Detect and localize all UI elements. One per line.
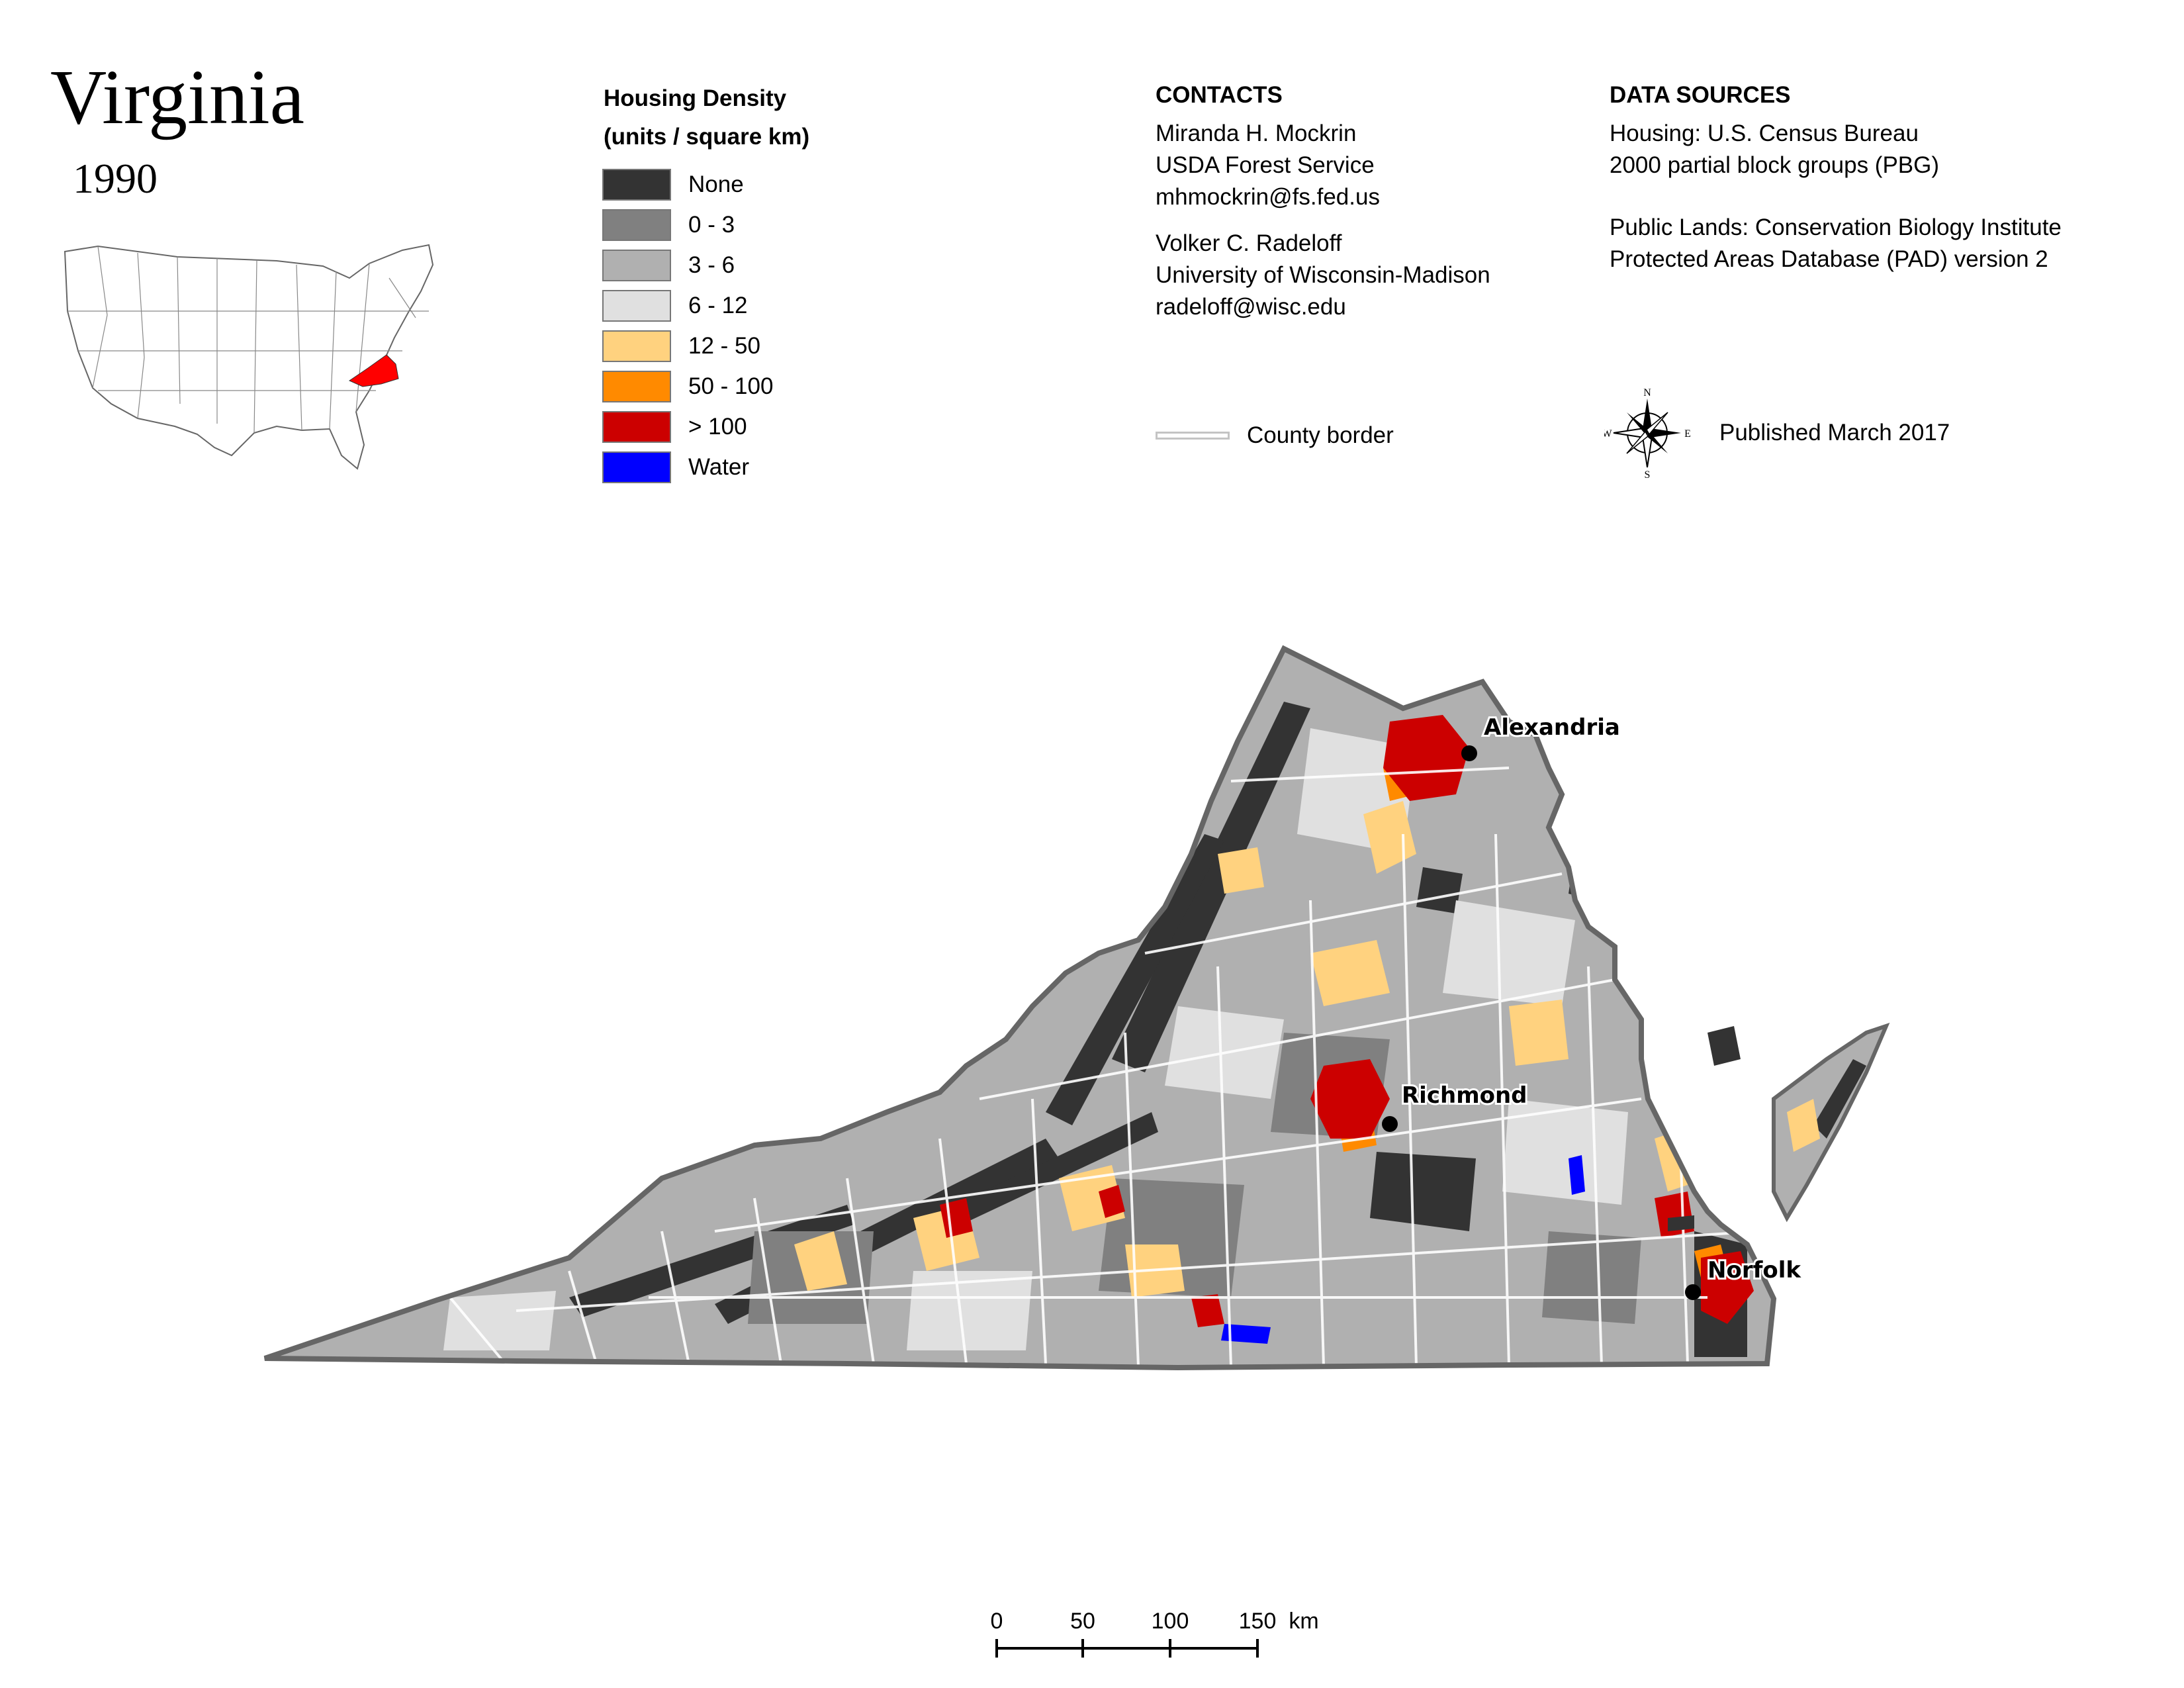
- scale-tick-150: 150: [1239, 1609, 1277, 1634]
- legend-swatch: [602, 289, 671, 322]
- legend-swatch: [602, 410, 671, 443]
- norfolk-marker: [1685, 1284, 1701, 1300]
- map-year: 1990: [73, 155, 158, 202]
- legend-label: 6 - 12: [688, 292, 748, 318]
- richmond-marker: [1382, 1116, 1398, 1132]
- compass-e: E: [1684, 428, 1690, 440]
- published-date: Published March 2017: [1719, 420, 1950, 445]
- source-lands-line1: Public Lands: Conservation Biology Insti…: [1610, 214, 2062, 240]
- legend-item: 3 - 6: [602, 245, 773, 285]
- county-border-swatch: [1156, 432, 1230, 440]
- legend-label: 0 - 3: [688, 211, 735, 238]
- legend-item: > 100: [602, 406, 773, 447]
- legend-item: 0 - 3: [602, 205, 773, 245]
- scale-tick-50: 50: [1070, 1609, 1095, 1634]
- alexandria-label: Alexandria: [1484, 714, 1620, 741]
- density-legend: None 0 - 3 3 - 6 6 - 12 12 - 50 50 - 100…: [602, 164, 773, 487]
- legend-item: 12 - 50: [602, 326, 773, 366]
- richmond-label: Richmond: [1402, 1082, 1527, 1109]
- legend-label: Water: [688, 453, 750, 480]
- contact-name: Volker C. Radeloff: [1156, 230, 1342, 256]
- scale-unit: km: [1289, 1609, 1318, 1634]
- contact-org: USDA Forest Service: [1156, 152, 1375, 178]
- source-housing-line1: Housing: U.S. Census Bureau: [1610, 120, 1919, 146]
- scale-tick-0: 0: [991, 1609, 1003, 1634]
- alexandria-marker: [1461, 745, 1477, 761]
- legend-label: > 100: [688, 413, 747, 440]
- legend-item: 6 - 12: [602, 285, 773, 326]
- legend-item: Water: [602, 447, 773, 487]
- norfolk-label: Norfolk: [1707, 1257, 1801, 1284]
- contacts-heading: CONTACTS: [1156, 82, 1283, 108]
- legend-title-line1: Housing Density: [604, 85, 787, 111]
- virginia-highlight: [348, 354, 399, 387]
- virginia-density-map: Alexandria Richmond Norfolk: [263, 645, 1890, 1371]
- us-inset-map: [64, 244, 434, 470]
- legend-swatch: [602, 209, 671, 241]
- compass-w: W: [1604, 428, 1612, 440]
- legend-item: None: [602, 164, 773, 205]
- virginia-outline: [263, 645, 1777, 1371]
- legend-item: 50 - 100: [602, 366, 773, 406]
- legend-swatch: [602, 451, 671, 483]
- compass-s: S: [1645, 469, 1651, 479]
- legend-label: 3 - 6: [688, 252, 735, 278]
- legend-swatch: [602, 249, 671, 281]
- us-outline: [64, 244, 434, 470]
- data-sources-block: DATA SOURCES Housing: U.S. Census Bureau…: [1610, 79, 2062, 275]
- legend-label: 50 - 100: [688, 373, 774, 399]
- legend-swatch: [602, 330, 671, 362]
- legend-swatch: [602, 370, 671, 402]
- legend-swatch: [602, 168, 671, 201]
- sources-heading: DATA SOURCES: [1610, 82, 1791, 108]
- legend-title-line2: (units / square km): [604, 124, 810, 150]
- contact-email: radeloff@wisc.edu: [1156, 294, 1346, 320]
- contact-org: University of Wisconsin-Madison: [1156, 262, 1490, 288]
- county-border-label: County border: [1247, 422, 1394, 448]
- legend-title: Housing Density (units / square km): [604, 79, 809, 156]
- source-housing-line2: 2000 partial block groups (PBG): [1610, 152, 1940, 178]
- county-border-legend: County border: [1156, 420, 1394, 451]
- map-title: Virginia: [50, 54, 305, 140]
- contact-name: Miranda H. Mockrin: [1156, 120, 1357, 146]
- source-lands-line2: Protected Areas Database (PAD) version 2: [1610, 246, 2048, 272]
- contacts-block: CONTACTS Miranda H. Mockrin USDA Forest …: [1156, 79, 1490, 323]
- legend-label: None: [688, 171, 744, 197]
- compass-n: N: [1643, 387, 1651, 399]
- compass-rose-icon: N S W E: [1604, 387, 1690, 479]
- scale-tick-100: 100: [1152, 1609, 1189, 1634]
- contact-email: mhmockrin@fs.fed.us: [1156, 184, 1380, 210]
- scale-bar: 0 50 100 150 km: [991, 1609, 1319, 1658]
- legend-label: 12 - 50: [688, 332, 760, 359]
